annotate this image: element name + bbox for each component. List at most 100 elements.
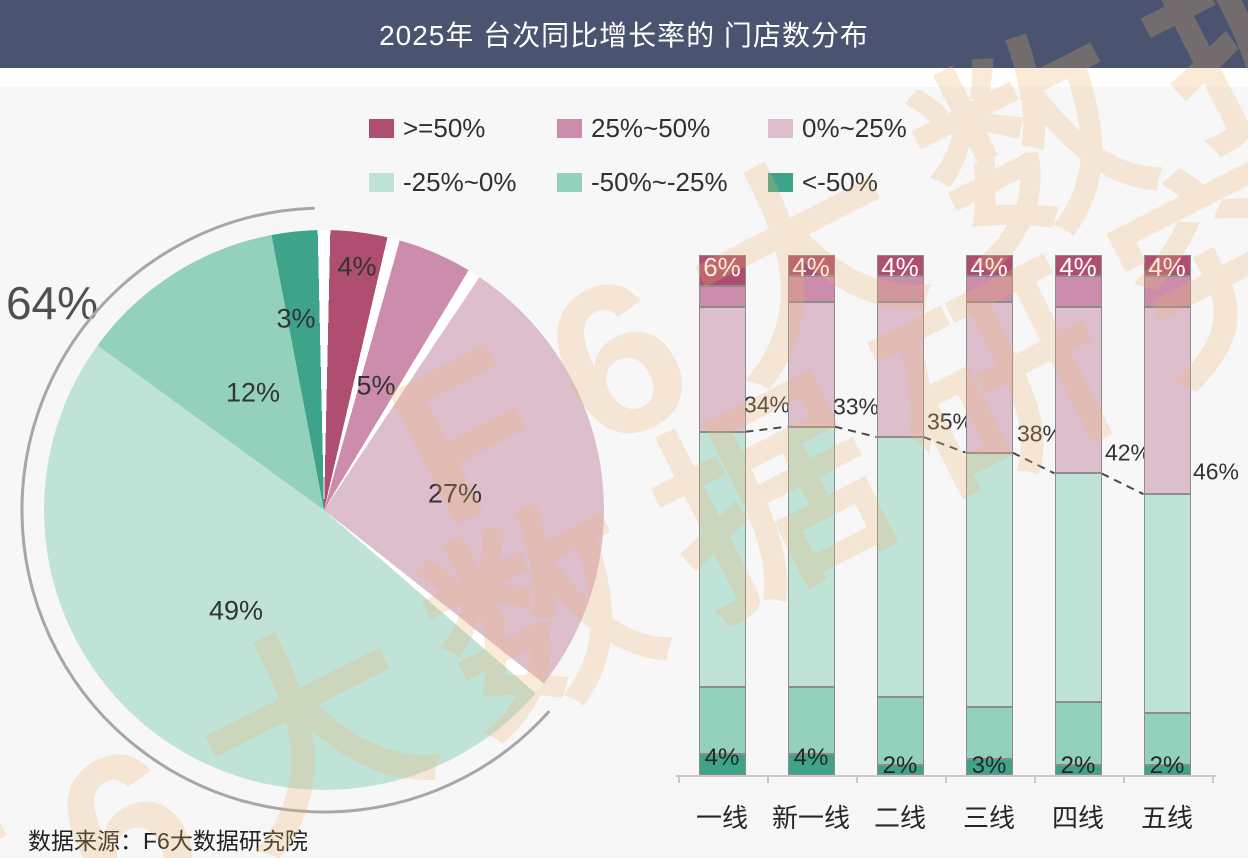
bar-segment-新一线--50%~-25% [787,686,835,755]
bar-top-label-五线: 4% [1148,252,1186,282]
bar-bottom-label-四线: 2% [1060,752,1096,779]
bar-segment-五线-0%~25% [1143,307,1191,495]
trend-dashed-line [834,425,877,438]
x-axis-category-一线: 一线 [695,803,749,833]
pie-slice-label->=50%: 4% [337,251,377,282]
positive-total-label-四线: 42% [1104,439,1152,466]
x-axis-tick [678,775,680,783]
trend-dashed-line [923,436,966,454]
legend-label: -50%~-25% [591,167,728,197]
bar-segment-一线-<-50% [698,754,746,775]
x-axis-tick [1034,775,1036,783]
x-axis-tick [1212,775,1214,783]
bar-segment-二线->=50% [876,255,924,276]
legend-swatch [369,118,394,138]
trend-dashed-line [1012,451,1055,475]
bar-segment-二线-0%~25% [876,301,924,437]
legend-swatch [768,118,793,138]
bar-segment-一线-0%~25% [698,307,746,432]
bar-segment-四线-<-50% [1054,764,1102,775]
x-axis-tick [767,775,769,783]
legend-swatch [369,172,394,192]
legend-label: <-50% [802,167,878,197]
bar-bottom-label-三线: 3% [971,752,1007,779]
bar-segment-一线-25%~50% [698,286,746,307]
positive-total-label-五线: 46% [1192,458,1240,485]
bar-segment-三线-<-50% [965,759,1013,775]
positive-total-label-一线: 34% [743,391,791,418]
legend-item-25%~50%[interactable]: 25%~50% [557,113,711,143]
bar-top-label-二线: 4% [881,252,919,282]
legend-swatch [557,172,582,192]
legend-label: 0%~25% [802,113,907,143]
bar-bottom-label-二线: 2% [882,752,918,779]
legend-item--25%~0%[interactable]: -25%~0% [369,167,517,197]
bar-segment-新一线-0%~25% [787,301,835,427]
legend-item->=50%[interactable]: >=50% [369,113,486,143]
legend-label: -25%~0% [403,167,517,197]
x-axis-tick [1123,775,1125,783]
bar-segment-新一线--25%~0% [787,426,835,687]
bar-segment-三线-25%~50% [965,275,1013,302]
pie-slice-label-<-50%: 3% [276,303,316,334]
bar-top-label-四线: 4% [1059,252,1097,282]
bar-segment-新一线-<-50% [787,754,835,775]
bar-segment-三线--25%~0% [965,452,1013,708]
bar-segment-新一线-25%~50% [787,275,835,302]
bar-segment-五线--25%~0% [1143,494,1191,713]
x-axis-category-四线: 四线 [1051,803,1105,833]
legend-swatch [768,172,793,192]
pie-slice-label-0%~25%: 27% [427,478,483,509]
bar-segment-五线-<-50% [1143,764,1191,775]
legend-item-0%~25%[interactable]: 0%~25% [768,113,907,143]
bar-segment-三线->=50% [965,255,1013,276]
legend-item-<-50%[interactable]: <-50% [768,167,878,197]
bar-top-label-新一线: 4% [792,252,830,282]
positive-total-label-二线: 35% [926,408,974,435]
legend-label: 25%~50% [591,113,711,143]
x-axis-tick [945,775,947,783]
bar-top-label-一线: 6% [703,252,741,282]
pie [44,230,604,790]
bar-segment-四线--50%~-25% [1054,702,1102,765]
positive-total-label-新一线: 33% [832,393,880,420]
data-source-note: 数据来源：F6大数据研究院 [28,828,308,854]
legend-label: >=50% [403,113,486,143]
bar-bottom-label-一线: 4% [704,744,740,771]
legend-swatch [557,118,582,138]
trend-dashed-line [1101,472,1144,496]
pie-slice-label-25%~50%: 5% [356,370,396,401]
x-axis-category-三线: 三线 [962,803,1016,833]
bar-segment-五线--50%~-25% [1143,712,1191,765]
bar-segment-一线--50%~-25% [698,686,746,755]
bar-segment-三线-0%~25% [965,301,1013,453]
negative-share-annotation: 64% [5,277,99,329]
bar-segment-四线->=50% [1054,255,1102,276]
bar-segment-四线-25%~50% [1054,275,1102,307]
x-axis-category-二线: 二线 [873,803,927,833]
bar-segment-新一线->=50% [787,255,835,276]
x-axis-category-新一线: 新一线 [771,803,851,833]
bar-segment-二线--25%~0% [876,437,924,697]
legend-item--50%~-25%[interactable]: -50%~-25% [557,167,728,197]
bar-segment-二线-25%~50% [876,275,924,302]
bar-top-label-三线: 4% [970,252,1008,282]
bar-segment-一线--25%~0% [698,431,746,687]
bar-segment-五线-25%~50% [1143,275,1191,307]
x-axis-tick [856,775,858,783]
trend-dashed-line [745,425,788,433]
bar-segment-三线--50%~-25% [965,707,1013,760]
pie-slice-label--50%~-25%: 12% [225,377,281,408]
bar-segment-四线--25%~0% [1054,473,1102,703]
bar-bottom-label-五线: 2% [1149,752,1185,779]
x-axis-category-五线: 五线 [1140,803,1194,833]
page-title: 2025年 台次同比增长率的 门店数分布 [379,20,869,51]
pie-slice-label--25%~0%: 49% [208,595,264,626]
bar-segment-五线->=50% [1143,255,1191,276]
title-bar: 2025年 台次同比增长率的 门店数分布 [0,0,1248,68]
bar-segment-二线-<-50% [876,764,924,775]
bar-segment-四线-0%~25% [1054,307,1102,474]
bar-bottom-label-新一线: 4% [793,744,829,771]
header-divider [0,68,1248,87]
